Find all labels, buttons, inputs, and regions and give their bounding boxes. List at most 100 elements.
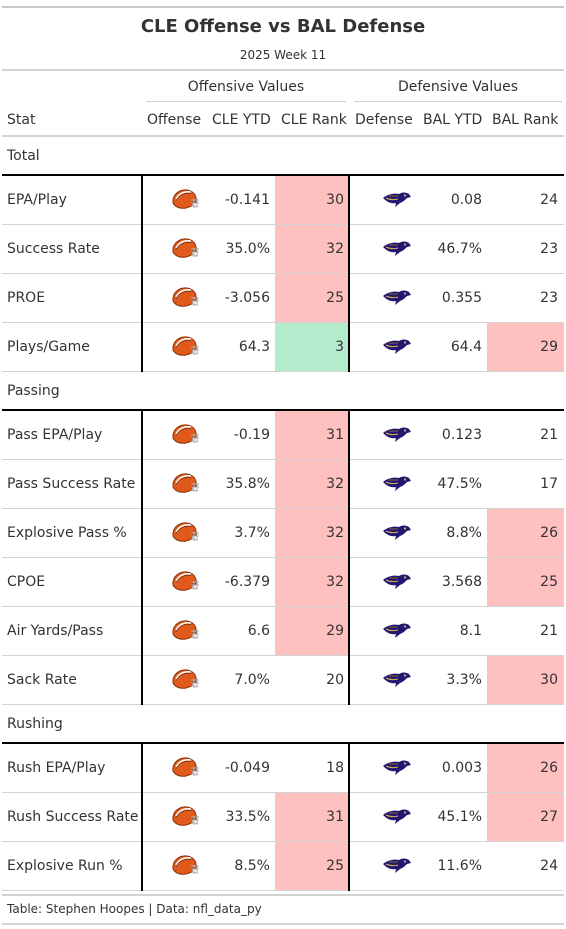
column-divider bbox=[141, 176, 143, 225]
column-header-defense: Defense bbox=[355, 112, 413, 128]
cle-rank-highlight bbox=[275, 411, 349, 459]
table-row: CPOE -6.379 32 3.568 25 bbox=[2, 558, 564, 607]
bal-rank-value: 26 bbox=[540, 525, 558, 541]
cle-ytd-value: 7.0% bbox=[234, 672, 270, 688]
bal-rank-value: 23 bbox=[540, 241, 558, 257]
column-divider bbox=[141, 225, 143, 274]
bal-ytd-value: 64.4 bbox=[450, 339, 482, 355]
cle-ytd-value: -0.049 bbox=[224, 760, 270, 776]
cle-rank-value: 30 bbox=[326, 192, 344, 208]
stat-label: Plays/Game bbox=[7, 339, 90, 355]
group-label-total: Total bbox=[7, 148, 40, 164]
browns-helmet-icon bbox=[170, 286, 200, 310]
table-subtitle: 2025 Week 11 bbox=[239, 48, 327, 62]
cle-ytd-value: 33.5% bbox=[225, 809, 270, 825]
column-divider bbox=[348, 842, 350, 891]
cle-rank-highlight bbox=[275, 607, 349, 655]
spanner-defensive-values: Defensive Values bbox=[397, 79, 519, 95]
cle-rank-value: 3 bbox=[335, 339, 344, 355]
bal-rank-value: 26 bbox=[540, 760, 558, 776]
table-row: Pass EPA/Play -0.19 31 0.123 21 bbox=[2, 411, 564, 460]
browns-helmet-icon bbox=[170, 423, 200, 447]
cle-rank-value: 29 bbox=[326, 623, 344, 639]
column-divider bbox=[348, 460, 350, 509]
bal-ytd-value: 0.355 bbox=[441, 290, 482, 306]
browns-helmet-icon bbox=[170, 619, 200, 643]
stat-label: Pass Success Rate bbox=[7, 476, 136, 492]
ravens-logo-icon bbox=[382, 619, 412, 643]
group-divider bbox=[2, 174, 564, 176]
ravens-logo-icon bbox=[382, 668, 412, 692]
column-divider bbox=[348, 558, 350, 607]
bal-ytd-value: 47.5% bbox=[437, 476, 482, 492]
browns-helmet-icon bbox=[170, 756, 200, 780]
column-divider bbox=[348, 607, 350, 656]
browns-helmet-icon bbox=[170, 237, 200, 261]
stat-label: CPOE bbox=[7, 574, 46, 590]
browns-helmet-icon bbox=[170, 188, 200, 212]
spanner-rule-offense bbox=[146, 101, 346, 102]
column-divider bbox=[141, 558, 143, 607]
cle-ytd-value: 35.8% bbox=[225, 476, 270, 492]
bal-ytd-value: 0.08 bbox=[450, 192, 482, 208]
ravens-logo-icon bbox=[382, 854, 412, 878]
group-label-rushing: Rushing bbox=[7, 716, 63, 732]
column-header-rule bbox=[2, 135, 564, 137]
cle-ytd-value: -0.141 bbox=[224, 192, 270, 208]
cle-rank-value: 31 bbox=[326, 809, 344, 825]
browns-helmet-icon bbox=[170, 805, 200, 829]
cle-rank-highlight bbox=[275, 176, 349, 224]
browns-helmet-icon bbox=[170, 668, 200, 692]
ravens-logo-icon bbox=[382, 237, 412, 261]
column-divider bbox=[141, 744, 143, 793]
bal-rank-highlight bbox=[487, 323, 564, 371]
cle-rank-value: 25 bbox=[326, 290, 344, 306]
ravens-logo-icon bbox=[382, 335, 412, 359]
ravens-logo-icon bbox=[382, 472, 412, 496]
column-divider bbox=[348, 509, 350, 558]
source-note: Table: Stephen Hoopes | Data: nfl_data_p… bbox=[7, 902, 262, 916]
cle-ytd-value: -3.056 bbox=[224, 290, 270, 306]
column-divider bbox=[141, 274, 143, 323]
stat-label: Rush EPA/Play bbox=[7, 760, 106, 776]
bal-rank-value: 24 bbox=[540, 858, 558, 874]
top-rule bbox=[2, 6, 564, 8]
bal-rank-value: 27 bbox=[540, 809, 558, 825]
table-row: Success Rate 35.0% 32 46.7% 23 bbox=[2, 225, 564, 274]
stat-label: Pass EPA/Play bbox=[7, 427, 103, 443]
table-row: Pass Success Rate 35.8% 32 47.5% 17 bbox=[2, 460, 564, 509]
bal-rank-value: 24 bbox=[540, 192, 558, 208]
table-bottom-rule bbox=[2, 894, 564, 896]
spanner-rule-defense bbox=[354, 101, 562, 102]
cle-rank-value: 32 bbox=[326, 574, 344, 590]
table-row: Explosive Run % 8.5% 25 11.6% 24 bbox=[2, 842, 564, 891]
cle-ytd-value: 8.5% bbox=[234, 858, 270, 874]
cle-rank-value: 18 bbox=[326, 760, 344, 776]
column-divider bbox=[141, 607, 143, 656]
stat-label: PROE bbox=[7, 290, 46, 306]
cle-rank-highlight bbox=[275, 793, 349, 841]
bal-rank-highlight bbox=[487, 558, 564, 606]
table-row: Plays/Game 64.3 3 64.4 29 bbox=[2, 323, 564, 372]
stat-label: Explosive Pass % bbox=[7, 525, 127, 541]
browns-helmet-icon bbox=[170, 335, 200, 359]
browns-helmet-icon bbox=[170, 472, 200, 496]
column-header-stat: Stat bbox=[7, 112, 36, 128]
cle-ytd-value: 64.3 bbox=[238, 339, 270, 355]
bal-ytd-value: 8.1 bbox=[459, 623, 482, 639]
cle-rank-highlight bbox=[275, 509, 349, 557]
column-divider bbox=[348, 744, 350, 793]
table-row: Sack Rate 7.0% 20 3.3% 30 bbox=[2, 656, 564, 705]
group-label-passing: Passing bbox=[7, 383, 60, 399]
footer-rule bbox=[2, 923, 564, 925]
table-row: Rush EPA/Play -0.049 18 0.003 26 bbox=[2, 744, 564, 793]
stat-label: Explosive Run % bbox=[7, 858, 123, 874]
column-divider bbox=[141, 411, 143, 460]
cle-rank-value: 31 bbox=[326, 427, 344, 443]
cle-ytd-value: -6.379 bbox=[224, 574, 270, 590]
column-header-cle-rank: CLE Rank bbox=[281, 112, 347, 128]
column-divider bbox=[348, 656, 350, 705]
ravens-logo-icon bbox=[382, 423, 412, 447]
cle-rank-highlight bbox=[275, 274, 349, 322]
column-divider bbox=[141, 656, 143, 705]
